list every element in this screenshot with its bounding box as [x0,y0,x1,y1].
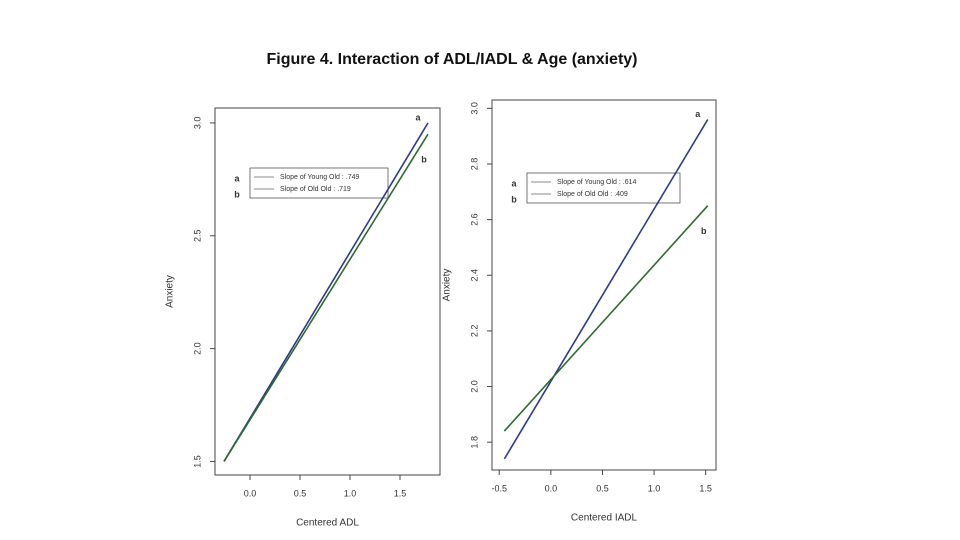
legend-letter: a [511,178,517,188]
plot-frame [491,99,717,471]
line-end-label: a [415,112,421,122]
y-tick-label: 2.4 [469,269,479,282]
x-axis-label: Centered ADL [296,518,359,529]
series-line [503,205,709,432]
y-axis-label: Anxiety [442,269,453,302]
plot-frame [214,107,441,476]
series-line [503,119,709,460]
y-tick-label: 1.5 [192,455,202,468]
figure-title: Figure 4. Interaction of ADL/IADL & Age … [267,51,638,68]
y-tick-label: 1.8 [469,436,479,449]
legend-letter: a [234,173,240,183]
line-end-label: b [701,226,707,236]
y-tick-label: 2.2 [469,325,479,338]
x-tick-label: 1.0 [648,483,661,493]
x-tick-label: 1.5 [394,488,407,498]
x-tick-label: 1.5 [699,483,712,493]
line-end-label: b [421,155,427,165]
y-tick-label: 2.0 [192,342,202,355]
legend-box [249,167,389,199]
y-tick-label: 3.0 [192,117,202,130]
legend-label: Slope of Old Old : .719 [280,186,351,193]
legend-label: Slope of Young Old : .614 [557,179,637,186]
line-end-label: a [695,109,701,119]
x-tick-label: 0.0 [244,488,257,498]
x-axis-label: Centered IADL [571,513,638,524]
legend-letter: b [234,189,240,199]
legend-label: Slope of Young Old : .749 [280,174,360,181]
x-tick-label: 0.5 [596,483,609,493]
y-tick-label: 3.0 [469,102,479,115]
y-tick-label: 2.5 [192,229,202,242]
x-tick-label: 0.5 [294,488,307,498]
legend-label: Slope of Old Old : .409 [557,191,628,198]
series-line [223,122,429,462]
y-tick-label: 2.0 [469,380,479,393]
x-tick-label: -0.5 [491,483,507,493]
x-tick-label: 0.0 [545,483,558,493]
y-tick-label: 2.8 [469,158,479,171]
legend-box [526,172,681,204]
legend-letter: b [511,194,517,204]
y-axis-label: Anxiety [165,275,176,308]
x-tick-label: 1.0 [344,488,357,498]
y-tick-label: 2.6 [469,213,479,226]
series-line [223,133,429,462]
